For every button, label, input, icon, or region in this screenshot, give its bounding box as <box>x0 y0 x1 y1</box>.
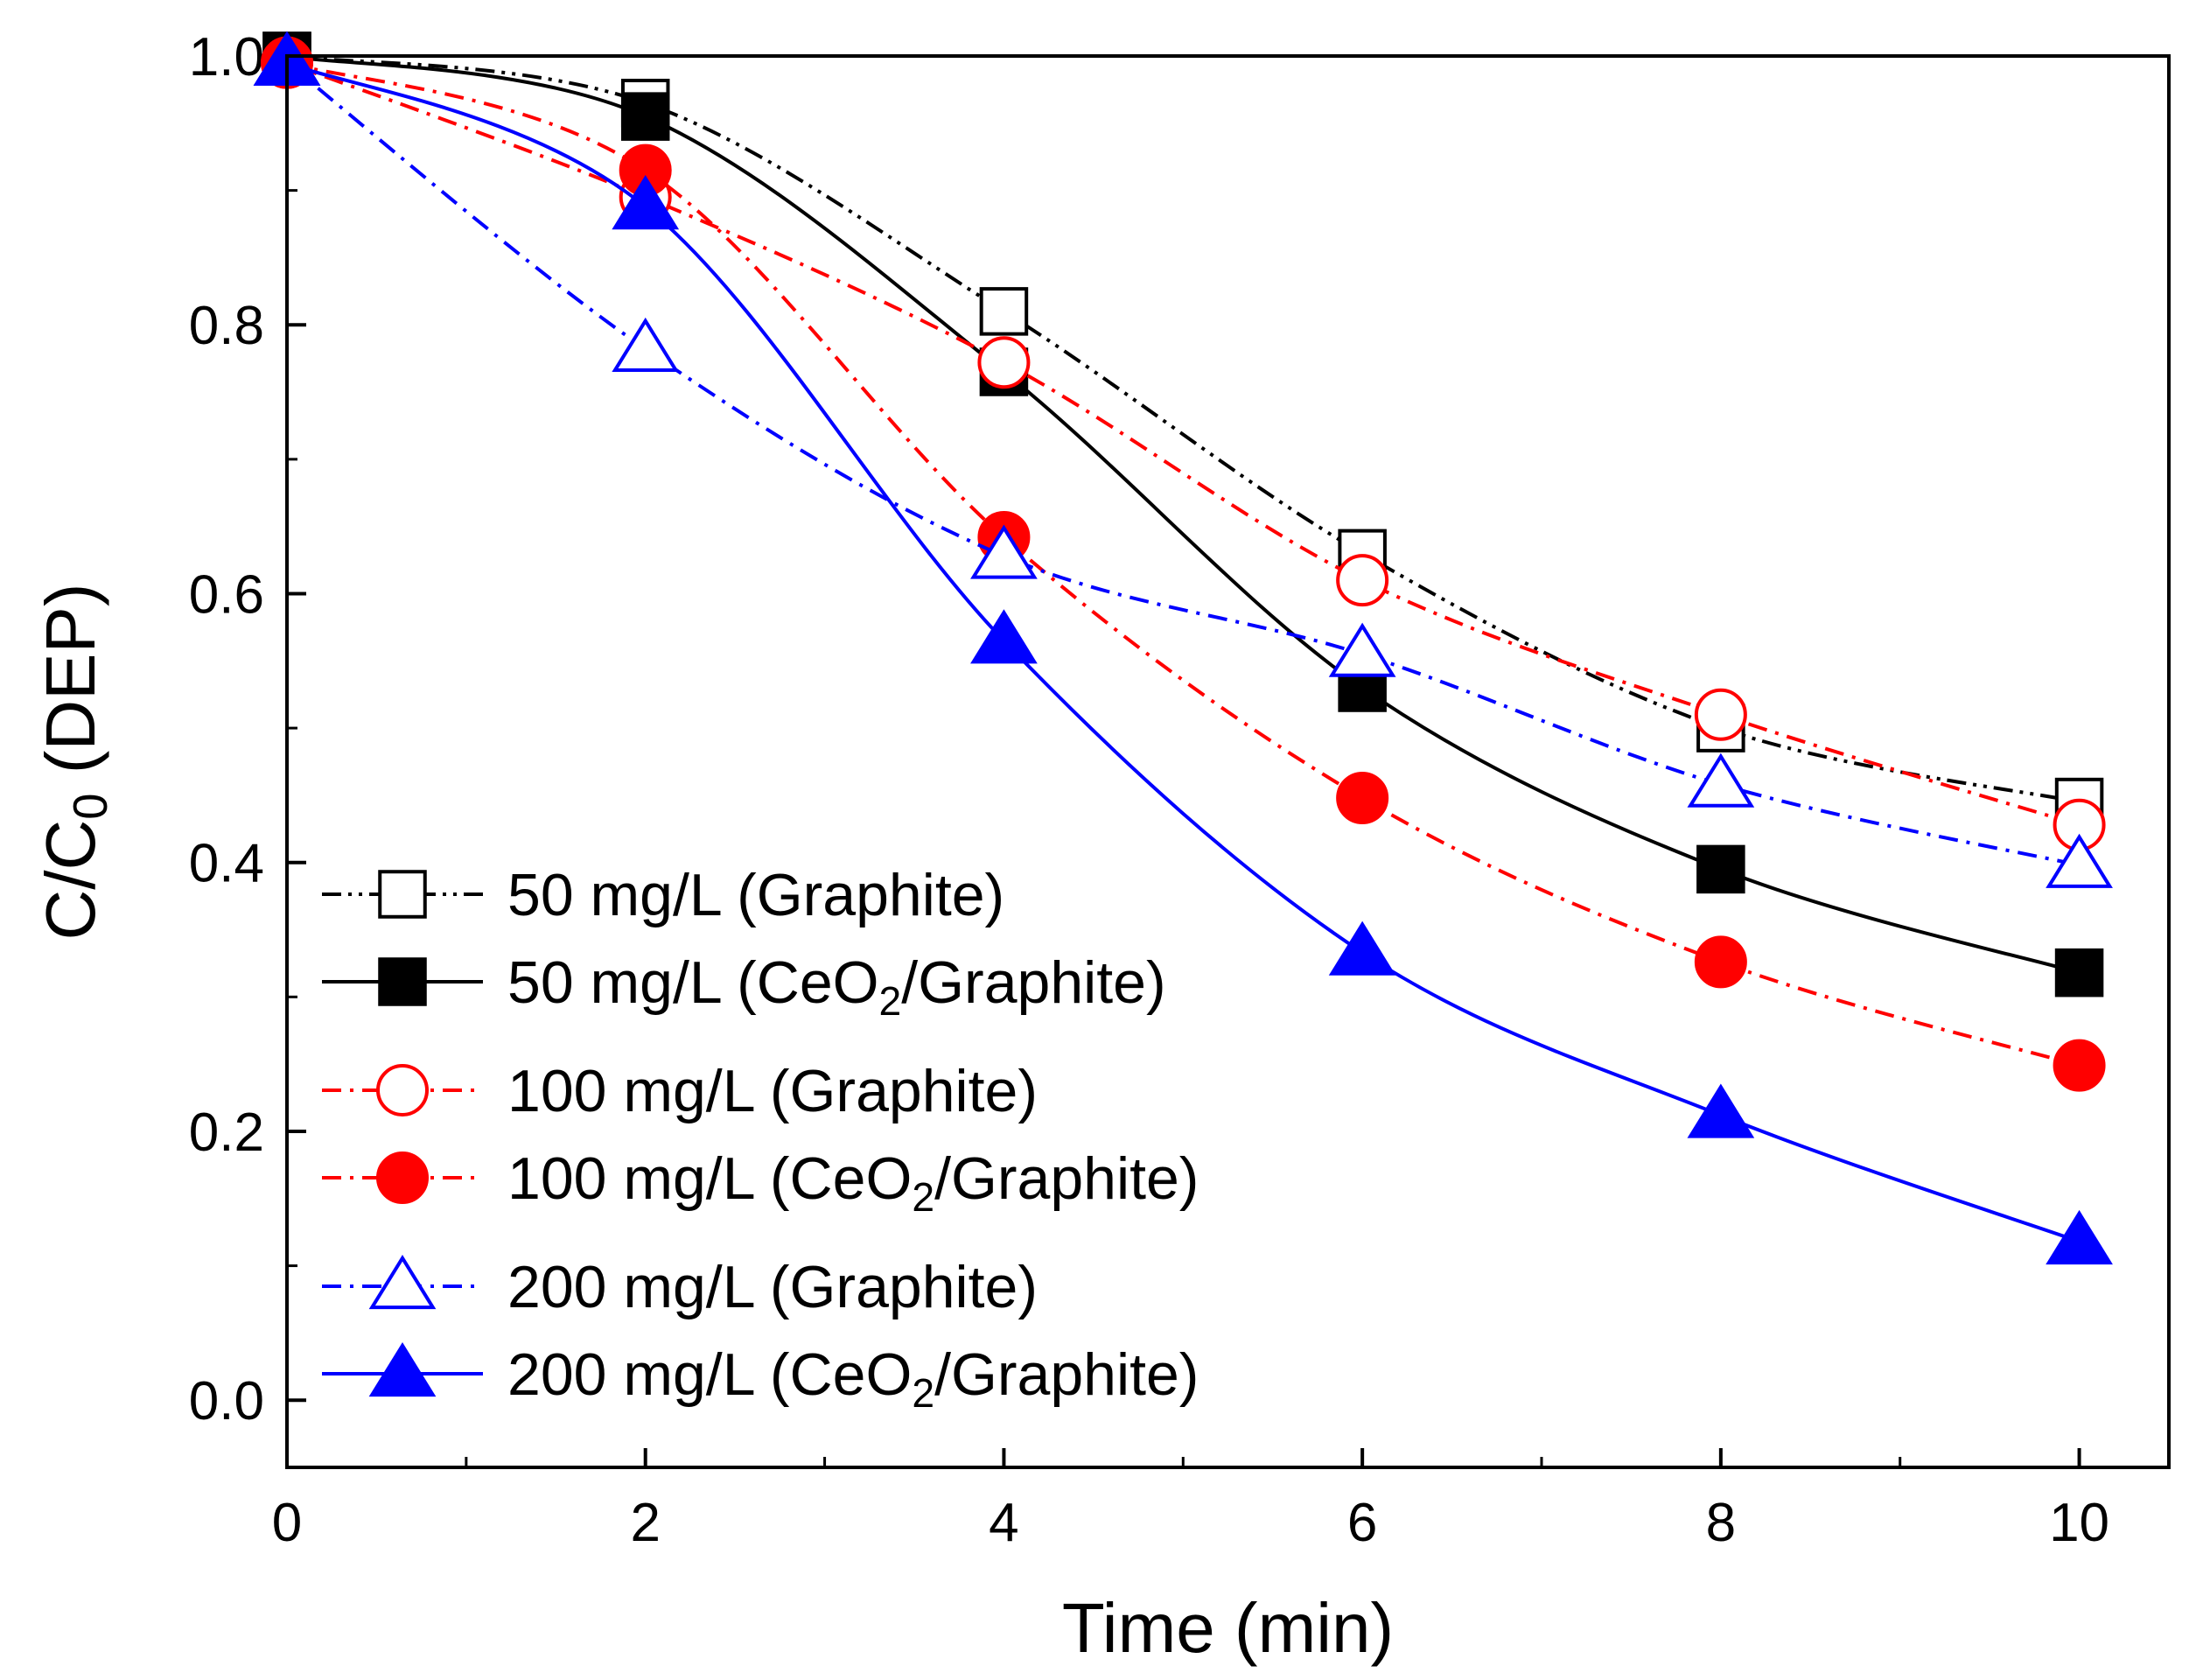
data-point-s200c-5 <box>2046 1209 2113 1265</box>
y-tick-label: 0.6 <box>189 564 264 625</box>
x-axis-title: Time (min) <box>1062 1589 1394 1667</box>
legend-label: 100 mg/L (CeO2/Graphite) <box>507 1145 1199 1220</box>
data-point-s200c-2 <box>970 609 1038 664</box>
y-tick-label: 0.2 <box>189 1102 264 1163</box>
data-point-s100c-5 <box>2053 1039 2106 1092</box>
legend-item-s100g: 100 mg/L (Graphite) <box>322 1058 1038 1124</box>
y-axis-title: C/C0 (DEP) <box>31 583 117 940</box>
x-tick-label: 0 <box>272 1493 302 1553</box>
data-point-s200g-3 <box>1328 622 1396 677</box>
legend-item-s50c: 50 mg/L (CeO2/Graphite) <box>322 949 1166 1024</box>
data-point-s100c-3 <box>1336 771 1389 824</box>
x-tick-label: 2 <box>630 1493 660 1553</box>
series-line-s50c <box>286 54 2081 975</box>
legend-label: 50 mg/L (CeO2/Graphite) <box>507 949 1166 1024</box>
legend-item-s200g: 200 mg/L (Graphite) <box>322 1254 1038 1320</box>
legend-label: 200 mg/L (CeO2/Graphite) <box>507 1341 1199 1416</box>
legend-marker <box>378 870 427 919</box>
x-tick-label: 6 <box>1347 1493 1377 1553</box>
axes-layer: 0 2 4 6 8 10 0.0 0.2 0.4 0.6 0.8 1.0 Time (min) C/C0 … <box>31 27 2109 1667</box>
legend-label: 100 mg/L (Graphite) <box>507 1058 1038 1124</box>
legend-label: 50 mg/L (Graphite) <box>507 862 1004 928</box>
y-tick-label: 0.8 <box>189 296 264 356</box>
series-line-s200g <box>285 61 2081 867</box>
legend-label: 200 mg/L (Graphite) <box>507 1254 1038 1320</box>
series-line-s100c <box>286 60 2081 1068</box>
y-axis-title-group: C/C0 (DEP) <box>31 583 117 940</box>
data-point-s200c-4 <box>1687 1083 1755 1138</box>
series-s200c <box>253 31 2113 1265</box>
x-tick-label: 10 <box>2049 1493 2109 1553</box>
data-point-s50c-5 <box>2054 948 2104 998</box>
data-point-s50c-1 <box>620 92 670 141</box>
data-point-s200g-1 <box>612 317 680 373</box>
data-point-s200c-1 <box>612 175 680 230</box>
legend: 50 mg/L (Graphite) 50 mg/L (CeO2/Graphite… <box>322 862 1199 1416</box>
data-point-s50c-4 <box>1696 844 1745 894</box>
data-point-s200c-3 <box>1328 920 1396 976</box>
data-point-s100g-3 <box>1336 554 1389 607</box>
y-tick-label: 1.0 <box>189 27 264 88</box>
legend-marker <box>376 1064 429 1116</box>
data-point-s200g-5 <box>2046 833 2113 888</box>
legend-item-s100c: 100 mg/L (CeO2/Graphite) <box>322 1145 1199 1220</box>
legend-item-s50g: 50 mg/L (Graphite) <box>322 862 1004 928</box>
legend-marker <box>368 1341 437 1397</box>
x-tick-label: 4 <box>989 1493 1018 1553</box>
x-tick-label: 8 <box>1706 1493 1736 1553</box>
legend-item-s200c: 200 mg/L (CeO2/Graphite) <box>322 1341 1199 1416</box>
data-point-s100c-4 <box>1694 935 1747 989</box>
data-point-s200g-4 <box>1687 752 1755 808</box>
series-line-s50g <box>286 54 2080 804</box>
series-line-s100g <box>286 60 2081 827</box>
legend-marker <box>368 1254 437 1310</box>
plot-frame <box>285 54 2171 1469</box>
data-point-s50g-2 <box>979 287 1029 336</box>
y-tick-label: 0.0 <box>189 1371 264 1432</box>
y-tick-label: 0.4 <box>189 834 264 894</box>
data-point-s100g-2 <box>977 336 1031 389</box>
data-point-s100g-4 <box>1694 688 1747 741</box>
series-s50c <box>262 32 2104 998</box>
data-point-s200g-2 <box>970 524 1038 579</box>
legend-marker <box>376 1152 429 1204</box>
legend-marker <box>378 957 427 1006</box>
